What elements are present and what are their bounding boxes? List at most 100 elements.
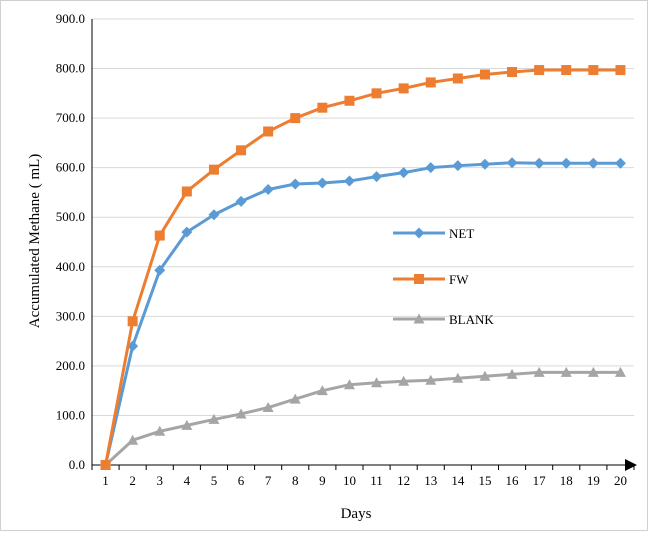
point-fw-17: [534, 65, 545, 76]
point-net-2: [127, 340, 139, 352]
y-tick-label-8: 800.0: [56, 61, 85, 76]
point-net-5: [208, 209, 220, 221]
legend-marker-net: [413, 227, 425, 239]
x-tick-label-8: 8: [292, 473, 299, 488]
point-net-8: [289, 178, 301, 190]
point-fw-13: [425, 77, 436, 88]
point-fw-7: [263, 126, 274, 137]
series-net: [100, 157, 626, 471]
y-tick-label-5: 500.0: [56, 209, 85, 224]
x-tick-label-18: 18: [560, 473, 573, 488]
point-fw-18: [561, 65, 572, 76]
point-blank-18: [560, 366, 572, 377]
point-fw-20: [615, 65, 626, 76]
legend-marker-blank: [413, 313, 425, 324]
series-layer: [100, 65, 626, 471]
legend-label-fw: FW: [449, 272, 469, 287]
legend-entry-blank: BLANK: [393, 312, 494, 327]
point-blank-8: [289, 393, 301, 404]
legend-marker-fw: [414, 274, 424, 284]
point-blank-11: [371, 377, 383, 388]
point-net-4: [181, 226, 193, 238]
y-tick-label-2: 200.0: [56, 358, 85, 373]
point-fw-11: [371, 88, 382, 99]
point-net-3: [154, 264, 166, 276]
point-blank-12: [398, 375, 410, 386]
x-tick-label-15: 15: [478, 473, 491, 488]
point-fw-14: [452, 73, 463, 84]
point-blank-19: [587, 366, 599, 377]
grid-layer: [92, 18, 634, 416]
x-axis-title: Days: [341, 506, 372, 522]
point-net-19: [587, 157, 599, 169]
y-tick-label-7: 700.0: [56, 110, 85, 125]
point-blank-7: [262, 402, 274, 413]
point-blank-6: [235, 408, 247, 419]
point-net-18: [560, 157, 572, 169]
point-fw-1: [100, 460, 111, 470]
point-blank-2: [127, 434, 139, 445]
x-tick-label-6: 6: [238, 473, 245, 488]
point-blank-14: [452, 372, 464, 383]
x-tick-label-9: 9: [319, 473, 326, 488]
y-tick-label-3: 300.0: [56, 308, 85, 323]
point-net-11: [371, 171, 383, 183]
x-tick-label-10: 10: [343, 473, 356, 488]
series-line-blank: [104, 370, 621, 467]
point-fw-4: [181, 186, 192, 197]
y-axis-title: Accumulated Methane ( mL): [27, 154, 43, 329]
point-net-7: [262, 183, 274, 195]
y-tick-label-9: 900.0: [56, 11, 85, 26]
point-net-16: [506, 157, 518, 169]
x-tick-label-4: 4: [184, 473, 191, 488]
point-fw-6: [236, 145, 247, 156]
point-fw-9: [317, 102, 328, 113]
point-blank-17: [533, 366, 545, 377]
point-blank-9: [316, 385, 328, 396]
point-net-10: [343, 175, 355, 187]
x-tick-label-1: 1: [102, 473, 109, 488]
x-tick-label-14: 14: [451, 473, 465, 488]
point-fw-3: [154, 230, 165, 241]
point-net-14: [452, 160, 464, 172]
point-fw-16: [507, 67, 518, 78]
legend-label-net: NET: [449, 226, 474, 241]
x-tick-label-12: 12: [397, 473, 410, 488]
point-fw-2: [127, 316, 138, 327]
x-tick-label-3: 3: [157, 473, 164, 488]
y-tick-label-0: 0.0: [69, 457, 85, 472]
point-blank-13: [425, 374, 437, 385]
axis-layer: 0.0 100.0 200.0 300.0 400.0 500.0 600.0 700.0 80…: [56, 11, 637, 488]
point-blank-16: [506, 368, 518, 379]
series-blank: [100, 366, 626, 470]
point-net-15: [479, 158, 491, 170]
point-blank-3: [154, 425, 166, 436]
x-tick-label-5: 5: [211, 473, 218, 488]
series-line-net: [104, 161, 621, 466]
x-tick-label-16: 16: [506, 473, 520, 488]
point-blank-15: [479, 370, 491, 381]
legend-entry-net: NET: [393, 226, 474, 241]
point-fw-15: [479, 69, 490, 80]
y-tick-label-6: 600.0: [56, 160, 85, 175]
x-tick-label-7: 7: [265, 473, 272, 488]
point-fw-10: [344, 95, 355, 106]
point-blank-20: [614, 366, 626, 377]
y-tick-label-4: 400.0: [56, 259, 85, 274]
point-blank-10: [343, 379, 355, 390]
x-tick-label-19: 19: [587, 473, 600, 488]
x-tick-label-11: 11: [370, 473, 383, 488]
y-tick-label-1: 100.0: [56, 407, 85, 422]
legend-entry-fw: FW: [393, 272, 469, 287]
point-blank-5: [208, 413, 220, 424]
point-blank-4: [181, 419, 193, 430]
x-tick-label-20: 20: [614, 473, 627, 488]
legend: NET FW BLANK: [393, 226, 494, 327]
x-tick-label-17: 17: [533, 473, 547, 488]
point-net-20: [614, 157, 626, 169]
point-fw-8: [290, 113, 301, 124]
point-net-9: [316, 177, 328, 189]
point-net-6: [235, 195, 247, 207]
